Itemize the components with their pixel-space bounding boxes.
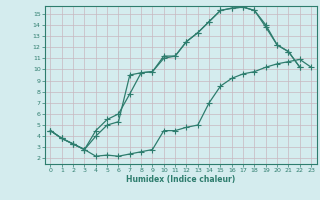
X-axis label: Humidex (Indice chaleur): Humidex (Indice chaleur) xyxy=(126,175,236,184)
